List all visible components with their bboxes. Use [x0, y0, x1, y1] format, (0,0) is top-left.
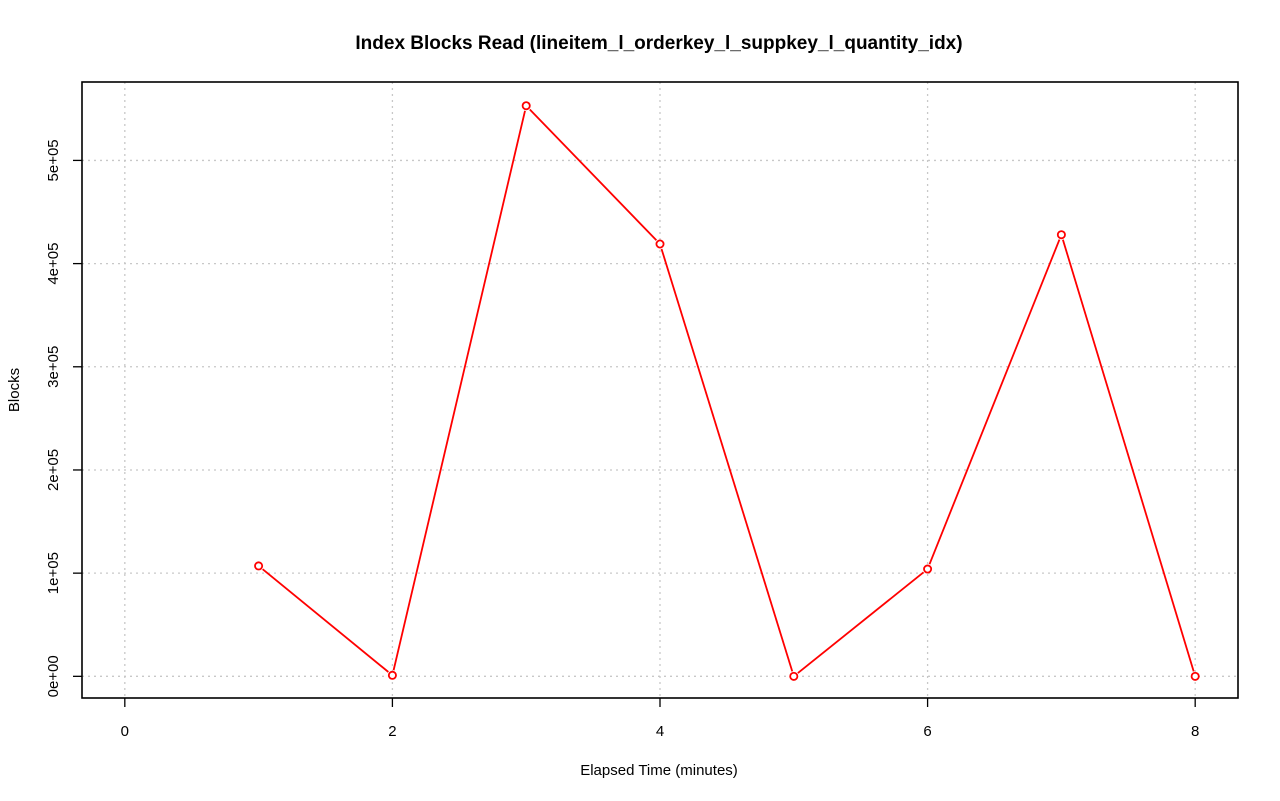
data-point	[254, 561, 264, 571]
grid	[82, 82, 1238, 698]
series-line-segment	[1062, 239, 1195, 672]
y-axis-label: Blocks	[6, 368, 23, 412]
data-point	[655, 239, 665, 249]
x-tick-label: 6	[923, 723, 931, 740]
y-tick-label: 1e+05	[45, 552, 62, 594]
y-tick-label: 5e+05	[45, 139, 62, 181]
data-point	[521, 101, 531, 111]
x-tick-label: 0	[121, 723, 129, 740]
series-line-segment	[797, 571, 925, 674]
data-point	[1056, 230, 1066, 240]
x-tick-label: 4	[656, 723, 664, 740]
data-point	[923, 564, 933, 574]
y-tick-label: 0e+00	[45, 655, 62, 697]
x-axis-label: Elapsed Time (minutes)	[580, 762, 738, 779]
series-layer	[254, 101, 1200, 681]
series-line-segment	[392, 110, 526, 671]
data-point	[387, 670, 397, 680]
series-line-segment	[928, 239, 1061, 565]
data-point	[789, 671, 799, 681]
y-tick-label: 3e+05	[45, 346, 62, 388]
series-line-segment	[262, 568, 389, 673]
chart-title: Index Blocks Read (lineitem_l_orderkey_l…	[355, 33, 962, 54]
x-tick-label: 8	[1191, 723, 1199, 740]
y-tick-label: 2e+05	[45, 449, 62, 491]
series-line-segment	[529, 108, 658, 241]
y-axis: 0e+00 1e+05 2e+05 3e+05 4e+05 5e+05	[45, 139, 82, 697]
x-axis: 0 2 4 6 8	[121, 698, 1199, 740]
x-tick-label: 2	[388, 723, 396, 740]
series-line-segment	[660, 248, 794, 672]
data-point	[1190, 671, 1200, 681]
y-tick-label: 4e+05	[45, 243, 62, 285]
